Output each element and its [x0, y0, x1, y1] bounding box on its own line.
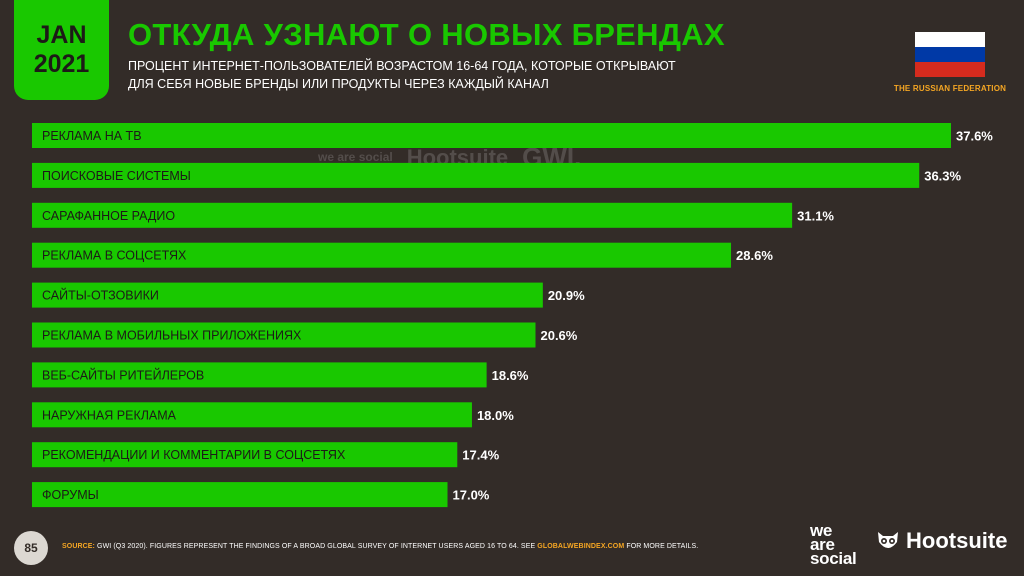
hootsuite-logo-text: Hootsuite [906, 528, 1008, 553]
value-label: 17.0% [453, 488, 490, 503]
bar [32, 402, 472, 428]
source-text: GWI (Q3 2020). FIGURES REPRESENT THE FIN… [97, 543, 536, 550]
category-label: САЙТЫ-ОТЗОВИКИ [42, 288, 159, 303]
bar [32, 162, 920, 188]
category-label: РЕКЛАМА НА ТВ [42, 129, 142, 143]
value-label: 17.4% [462, 448, 499, 463]
flag-stripe-red [915, 62, 985, 77]
value-label: 20.6% [540, 328, 577, 343]
date-year: 2021 [33, 50, 90, 78]
source-tail: FOR MORE DETAILS. [626, 543, 699, 550]
category-label: САРАФАННОЕ РАДИО [42, 209, 175, 223]
bar [32, 202, 793, 228]
country-label: THE RUSSIAN FEDERATION [893, 84, 1007, 93]
source-link[interactable]: GLOBALWEBINDEX.COM [537, 543, 625, 550]
category-label: ПОИСКОВЫЕ СИСТЕМЫ [42, 169, 191, 183]
category-label: ФОРУМЫ [42, 488, 99, 502]
value-label: 20.9% [548, 288, 585, 303]
bar [32, 322, 536, 348]
page-subtitle: ПРОЦЕНТ ИНТЕРНЕТ-ПОЛЬЗОВАТЕЛЕЙ ВОЗРАСТОМ… [128, 57, 768, 93]
category-label: РЕКЛАМА В СОЦСЕТЯХ [42, 249, 187, 263]
value-label: 18.0% [477, 408, 514, 423]
value-label: 37.6% [956, 129, 993, 144]
date-month: JAN [36, 21, 87, 49]
bar [32, 282, 543, 308]
subtitle-line-2: ДЛЯ СЕБЯ НОВЫЕ БРЕНДЫ ИЛИ ПРОДУКТЫ ЧЕРЕЗ… [128, 77, 549, 91]
owl-icon [878, 532, 898, 548]
category-label: ВЕБ-САЙТЫ РИТЕЙЛЕРОВ [42, 367, 204, 382]
bar [32, 362, 487, 388]
bar [32, 123, 951, 148]
subtitle-line-1: ПРОЦЕНТ ИНТЕРНЕТ-ПОЛЬЗОВАТЕЛЕЙ ВОЗРАСТОМ… [128, 59, 676, 73]
category-label: РЕКЛАМА В МОБИЛЬНЫХ ПРИЛОЖЕНИЯХ [42, 329, 302, 343]
bar [32, 242, 732, 268]
bar [32, 482, 448, 508]
category-label: РЕКОМЕНДАЦИИ И КОММЕНТАРИИ В СОЦСЕТЯХ [42, 448, 346, 462]
value-label: 18.6% [492, 368, 529, 383]
source-note: SOURCE: GWI (Q3 2020). FIGURES REPRESENT… [62, 543, 698, 550]
flag-stripe-white [915, 32, 985, 47]
flag-stripe-blue [915, 47, 985, 62]
date-badge: JAN 2021 [14, 0, 109, 100]
category-label: НАРУЖНАЯ РЕКЛАМА [42, 408, 177, 422]
value-label: 28.6% [736, 248, 773, 263]
bar [32, 442, 458, 468]
russia-flag-icon [915, 32, 985, 77]
page-title: ОТКУДА УЗНАЮТ О НОВЫХ БРЕНДАХ [128, 17, 725, 52]
source-label: SOURCE: [62, 543, 95, 550]
watermark-we-are-social: we are social [318, 150, 393, 164]
value-label: 31.1% [797, 208, 834, 223]
we-are-social-logo: we are social [810, 521, 857, 568]
value-label: 36.3% [924, 168, 961, 183]
hootsuite-logo: Hootsuite [876, 528, 1007, 554]
page-number: 85 [14, 531, 48, 565]
